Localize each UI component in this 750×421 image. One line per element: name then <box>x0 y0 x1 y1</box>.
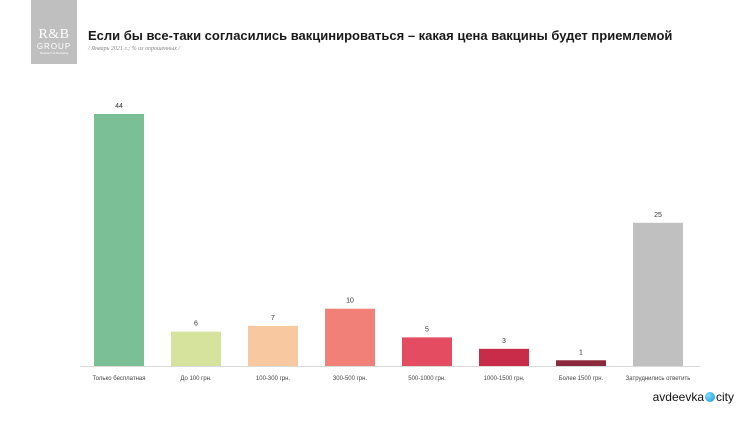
data-label-4: 10 <box>346 298 354 305</box>
bar-4 <box>325 308 375 366</box>
bar-2 <box>171 331 221 366</box>
data-label-2: 6 <box>194 321 198 328</box>
bar-6 <box>479 348 529 366</box>
category-label-3: 100-300 грн. <box>256 376 291 382</box>
data-label-5: 5 <box>425 326 429 333</box>
category-label-2: До 100 грн. <box>180 376 212 382</box>
bar-1 <box>94 114 144 366</box>
brand-watermark: avdeevka city <box>653 390 734 404</box>
category-label-5: 500-1000 грн. <box>408 376 446 382</box>
data-label-6: 3 <box>502 338 506 345</box>
bar-3 <box>248 325 298 366</box>
bar-5 <box>402 337 452 366</box>
category-label-6: 1000-1500 грн. <box>484 376 525 382</box>
brand-prefix: avdeevka <box>652 390 704 404</box>
logo-line3: Research & Branding <box>39 51 69 55</box>
data-label-8: 25 <box>654 212 662 219</box>
globe-icon <box>705 392 715 402</box>
logo: R&B GROUP Research & Branding <box>31 0 77 64</box>
data-label-3: 7 <box>271 315 275 322</box>
brand-suffix: city <box>716 390 734 404</box>
chart-subtitle: / Январь 2021 г.; % из опрошенных / <box>88 46 181 52</box>
logo-line2: GROUP <box>36 42 72 51</box>
category-label-1: Только бесплатная <box>92 376 145 382</box>
category-label-7: Более 1500 грн. <box>559 376 604 382</box>
bar-8 <box>633 222 683 366</box>
data-label-1: 44 <box>115 103 123 110</box>
logo-line1: R&B <box>38 27 70 42</box>
bar-7 <box>556 360 606 366</box>
category-label-8: Затруднились ответить <box>626 376 691 382</box>
chart-title: Если бы все-таки согласились вакцинирова… <box>88 28 673 43</box>
category-label-4: 300-500 грн. <box>333 376 368 382</box>
data-label-7: 1 <box>579 349 583 356</box>
